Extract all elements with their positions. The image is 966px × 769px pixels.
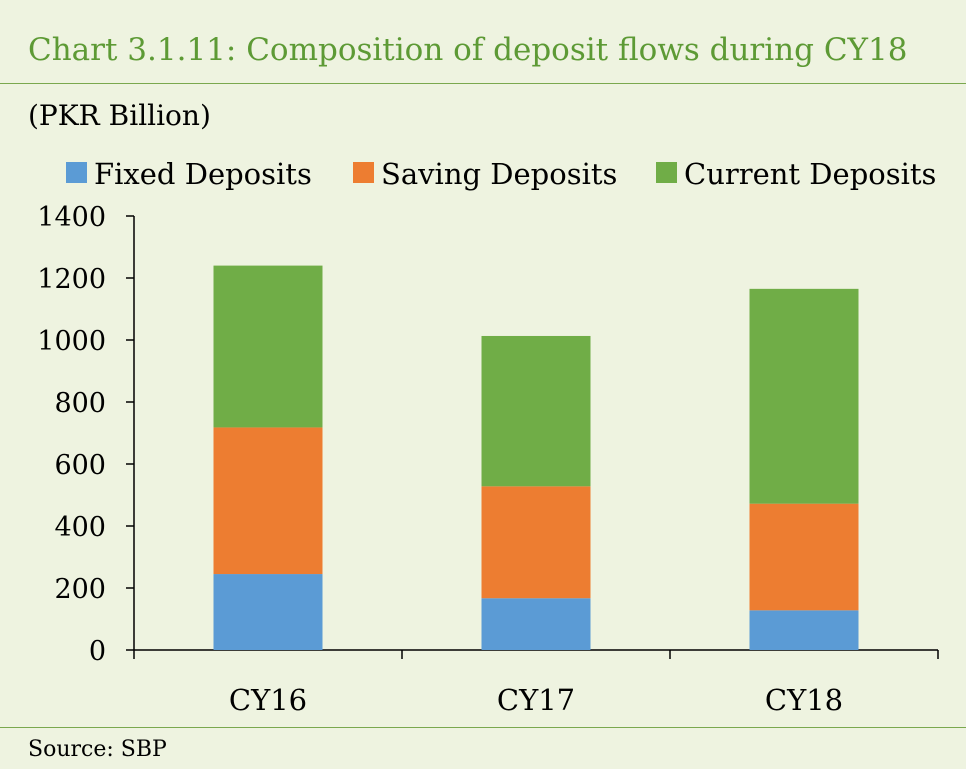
legend-swatch-saving-deposits xyxy=(353,162,374,183)
legend-swatch-fixed-deposits xyxy=(66,162,87,183)
y-tick-label-1000: 1000 xyxy=(37,326,106,357)
bar-cy17-current-deposits xyxy=(481,335,591,487)
y-tick-label-800: 800 xyxy=(54,388,106,419)
source-divider xyxy=(0,727,966,728)
bar-cy18-saving-deposits xyxy=(749,503,859,611)
y-tick-label-1400: 1400 xyxy=(37,202,106,233)
bar-cy16-current-deposits xyxy=(213,265,323,428)
source-note: Source: SBP xyxy=(28,737,167,762)
bar-stack-cy16 xyxy=(213,265,323,650)
legend-label-saving-deposits: Saving Deposits xyxy=(381,157,617,191)
unit-label: (PKR Billion) xyxy=(28,99,211,132)
bar-cy17-saving-deposits xyxy=(481,486,591,599)
bar-stack-cy18 xyxy=(749,288,859,650)
x-tick-label-cy18: CY18 xyxy=(765,683,843,717)
legend-label-current-deposits: Current Deposits xyxy=(684,157,936,191)
y-tick-label-0: 0 xyxy=(89,636,106,667)
y-tick-label-400: 400 xyxy=(54,512,106,543)
legend: Fixed Deposits Saving Deposits Current Dep… xyxy=(66,157,936,191)
y-tick-label-600: 600 xyxy=(54,450,106,481)
bar-cy16-saving-deposits xyxy=(213,427,323,575)
title-divider xyxy=(0,83,966,84)
bar-cy18-fixed-deposits xyxy=(749,610,859,650)
chart-title: Chart 3.1.11: Composition of deposit flo… xyxy=(28,32,908,68)
bar-cy17-fixed-deposits xyxy=(481,598,591,650)
x-tick-label-cy17: CY17 xyxy=(497,683,575,717)
x-tick-label-cy16: CY16 xyxy=(229,683,307,717)
bar-cy18-current-deposits xyxy=(749,288,859,504)
legend-label-fixed-deposits: Fixed Deposits xyxy=(94,157,312,191)
y-tick-label-200: 200 xyxy=(54,574,106,605)
bar-cy16-fixed-deposits xyxy=(213,574,323,650)
y-tick-label-1200: 1200 xyxy=(37,264,106,295)
bar-stack-cy17 xyxy=(481,335,591,650)
legend-swatch-current-deposits xyxy=(656,162,677,183)
